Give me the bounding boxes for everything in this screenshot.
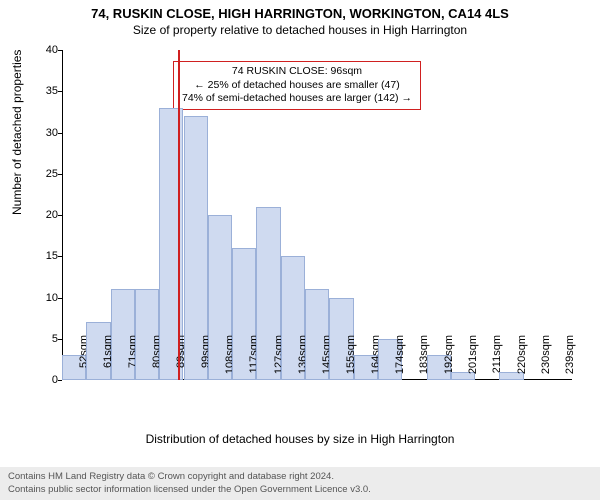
y-tick-mark	[58, 215, 62, 216]
y-tick-label: 40	[28, 44, 58, 56]
chart-title-main: 74, RUSKIN CLOSE, HIGH HARRINGTON, WORKI…	[0, 0, 600, 21]
y-tick-mark	[58, 50, 62, 51]
x-tick-label: 239sqm	[564, 335, 576, 385]
footer-line2: Contains public sector information licen…	[8, 484, 592, 496]
annotation-line1: 74 RUSKIN CLOSE: 96sqm	[182, 65, 412, 79]
y-tick-label: 30	[28, 127, 58, 139]
chart-container: 74, RUSKIN CLOSE, HIGH HARRINGTON, WORKI…	[0, 0, 600, 500]
footer: Contains HM Land Registry data © Crown c…	[0, 467, 600, 500]
annotation-line2: ← 25% of detached houses are smaller (47…	[182, 79, 412, 93]
annotation-line3: 74% of semi-detached houses are larger (…	[182, 92, 412, 106]
x-tick-label: 230sqm	[540, 335, 552, 385]
y-tick-label: 35	[28, 85, 58, 97]
y-axis-label: Number of detached properties	[10, 50, 24, 215]
footer-line1: Contains HM Land Registry data © Crown c…	[8, 471, 592, 483]
y-tick-mark	[58, 298, 62, 299]
y-tick-mark	[58, 256, 62, 257]
x-tick-label: 201sqm	[467, 335, 479, 385]
y-tick-label: 10	[28, 292, 58, 304]
y-tick-mark	[58, 339, 62, 340]
y-tick-mark	[58, 174, 62, 175]
plot-area: 74 RUSKIN CLOSE: 96sqm ← 25% of detached…	[62, 50, 572, 380]
y-tick-label: 0	[28, 374, 58, 386]
chart-title-sub: Size of property relative to detached ho…	[0, 23, 600, 37]
y-tick-label: 20	[28, 209, 58, 221]
y-tick-label: 25	[28, 168, 58, 180]
highlight-line	[178, 50, 180, 380]
y-tick-mark	[58, 380, 62, 381]
x-tick-label: 174sqm	[394, 335, 406, 385]
y-tick-mark	[58, 91, 62, 92]
y-tick-mark	[58, 133, 62, 134]
x-axis-label: Distribution of detached houses by size …	[0, 432, 600, 446]
y-tick-label: 15	[28, 250, 58, 262]
y-axis-line	[62, 50, 63, 380]
x-tick-label: 220sqm	[516, 335, 528, 385]
y-tick-label: 5	[28, 333, 58, 345]
annotation-box: 74 RUSKIN CLOSE: 96sqm ← 25% of detached…	[173, 61, 421, 110]
